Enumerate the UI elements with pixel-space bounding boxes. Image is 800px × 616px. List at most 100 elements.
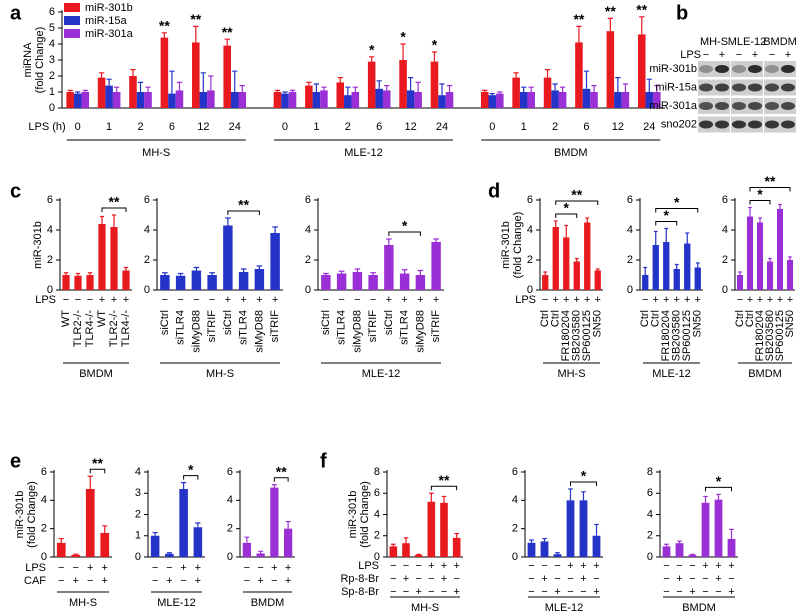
group-label: MLE-12 (362, 368, 401, 380)
row-sign: + (728, 586, 734, 598)
category-label: siMyD88 (414, 310, 426, 353)
bracket (89, 468, 106, 474)
blot-row-label: miR-301b (649, 63, 697, 75)
blot-band (732, 120, 746, 129)
y-tick-label: 6 (144, 194, 150, 206)
row-sign: − (87, 294, 93, 306)
row-sign: − (58, 562, 64, 574)
group-label: BMDM (251, 597, 285, 609)
panel-letter: b (676, 2, 688, 24)
y-tick-label: 6 (527, 194, 533, 206)
significance: ** (190, 11, 201, 27)
lane-sign: + (719, 49, 725, 61)
category-label: siTRIF (269, 310, 281, 343)
significance: * (400, 29, 406, 45)
bar (777, 209, 783, 290)
bar (688, 554, 697, 557)
row-sign: + (240, 294, 246, 306)
row-sign: + (663, 294, 669, 306)
y-tick-label: 2 (49, 70, 55, 82)
bar (192, 42, 200, 108)
significance: * (402, 218, 408, 234)
blot-band (781, 83, 795, 92)
bar (270, 233, 280, 290)
legend-label: miR-15a (85, 15, 127, 27)
category-label: siTLR4 (336, 310, 348, 345)
bar (73, 93, 82, 108)
y-tick-label: 0 (227, 551, 233, 563)
bar (312, 92, 321, 108)
bar (582, 88, 591, 108)
row-sign: − (441, 586, 447, 598)
group-label: MLE-12 (545, 602, 584, 614)
bar (238, 92, 247, 108)
row-sign: − (271, 575, 277, 587)
blot-band (699, 120, 713, 129)
error-bar (176, 81, 183, 91)
bar (579, 500, 588, 557)
blot-band (732, 65, 746, 73)
bar (430, 61, 439, 108)
row-sign: − (75, 294, 81, 306)
bar (543, 77, 552, 108)
error-bar (282, 91, 288, 94)
row-sign: − (541, 560, 547, 572)
bar (368, 275, 378, 290)
bar (100, 532, 110, 557)
row-sign: − (737, 294, 743, 306)
row-sign: − (390, 560, 396, 572)
blot-column-label: MLE-12 (728, 36, 767, 48)
row-sign: + (102, 575, 108, 587)
row-sign: − (152, 575, 158, 587)
bar (122, 270, 130, 290)
bracket (655, 208, 699, 213)
category-label: FR180204 (560, 310, 572, 361)
bar (527, 92, 535, 108)
row-sign: − (166, 562, 172, 574)
bar (223, 45, 231, 108)
y-tick-label: 4 (47, 224, 53, 236)
error-bar (285, 520, 291, 529)
bar (787, 260, 793, 290)
bar (542, 275, 549, 290)
blot-band (732, 83, 746, 92)
error-bar (369, 56, 375, 62)
y-tick-label: 2 (305, 254, 311, 266)
bar (488, 95, 497, 108)
error-bar (407, 77, 414, 91)
error-bar (433, 238, 439, 242)
bar (344, 95, 352, 108)
bar (179, 489, 188, 557)
row-sign: + (593, 586, 599, 598)
row-label: LPS (515, 294, 536, 306)
group-label: MLE-12 (652, 368, 691, 380)
error-bar (181, 482, 187, 489)
bar (694, 267, 701, 290)
error-bar (272, 226, 278, 233)
bar (305, 85, 313, 108)
group-label: BMDM (79, 368, 113, 380)
y-tick-label: 6 (47, 194, 53, 206)
bracket (570, 481, 597, 486)
row-sign: + (99, 294, 105, 306)
group-label: MH-S (69, 597, 97, 609)
error-bar (195, 522, 201, 528)
category-label: TLR2-/- (72, 310, 84, 348)
error-bar (555, 552, 560, 555)
error-bar (130, 69, 136, 76)
bar (563, 237, 570, 290)
y-tick-label: 6 (647, 487, 653, 499)
row-sign: + (715, 573, 721, 585)
error-bar (102, 525, 108, 533)
error-bar (239, 85, 245, 92)
bar (767, 261, 773, 290)
row-sign: − (415, 573, 421, 585)
bar (594, 270, 601, 290)
bar (653, 92, 661, 108)
error-bar (352, 86, 358, 92)
error-bar (209, 272, 215, 275)
bar (270, 487, 279, 557)
bracket (749, 187, 791, 192)
error-bar (67, 89, 73, 92)
error-bar (321, 86, 327, 91)
